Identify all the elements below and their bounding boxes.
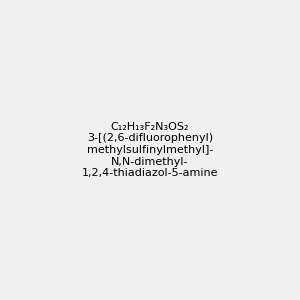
Text: C₁₂H₁₃F₂N₃OS₂
3-[(2,6-difluorophenyl)
methylsulfinylmethyl]-
N,N-dimethyl-
1,2,4: C₁₂H₁₃F₂N₃OS₂ 3-[(2,6-difluorophenyl) me… — [82, 122, 218, 178]
